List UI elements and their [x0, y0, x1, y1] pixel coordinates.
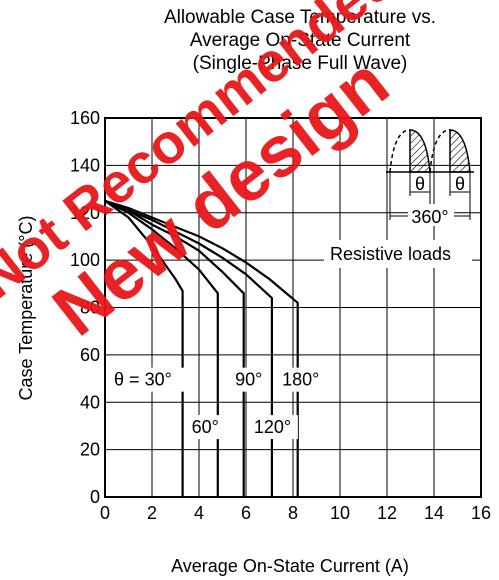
- x-tick-label: 14: [424, 503, 444, 523]
- y-tick-label: 20: [80, 440, 100, 460]
- x-tick-label: 4: [194, 503, 204, 523]
- series-label-bg: [278, 367, 327, 392]
- y-tick-label: 160: [70, 108, 100, 128]
- x-tick-label: 10: [330, 503, 350, 523]
- series-label-2: 90°: [235, 370, 262, 390]
- x-tick-label: 2: [147, 503, 157, 523]
- series-label-bg: [249, 415, 298, 440]
- y-tick-label: 120: [70, 203, 100, 223]
- series-labels: θ = 30° 60° 90° 120° 180°: [110, 367, 327, 440]
- series-label-1: 60°: [192, 417, 219, 437]
- half-wave-1-conducting: [409, 129, 431, 173]
- x-tick-label: 12: [377, 503, 397, 523]
- curves: [104, 199, 299, 497]
- y-tick-label: 40: [80, 392, 100, 412]
- y-axis-label: Case Temperature (°C): [16, 216, 36, 401]
- theta-label-1: θ: [415, 174, 425, 194]
- series-label-bg: [231, 367, 270, 392]
- x-tick-label: 16: [471, 503, 491, 523]
- x-axis-label: Average On-State Current (A): [171, 556, 409, 576]
- waveform-inset: θ θ 360°: [386, 129, 474, 227]
- y-tick-label: 60: [80, 345, 100, 365]
- series-line-2: [104, 199, 245, 497]
- y-tick-label: 100: [70, 250, 100, 270]
- load-label: Resistive loads: [330, 244, 451, 264]
- series-line-3: [104, 199, 273, 497]
- theta-label-2: θ: [455, 174, 465, 194]
- x-tick-label: 0: [100, 503, 110, 523]
- series-line-0: [104, 200, 184, 497]
- y-tick-label: 0: [90, 487, 100, 507]
- series-line-1: [104, 199, 219, 497]
- series-line-4: [104, 199, 299, 497]
- series-label-3: 120°: [254, 417, 291, 437]
- half-wave-2-conducting: [449, 129, 471, 173]
- load-label-bg: [324, 240, 472, 268]
- period-label: 360°: [411, 207, 448, 227]
- x-tick-label: 8: [288, 503, 298, 523]
- period-label-bg: [408, 204, 454, 226]
- title-line-3: (Single-Phase Full Wave): [192, 53, 408, 74]
- plot-frame: [104, 117, 482, 498]
- title-line-1: Allowable Case Temperature vs.: [163, 7, 437, 28]
- y-tick-label: 140: [70, 155, 100, 175]
- title-line-2: Average On-State Current: [189, 30, 411, 51]
- series-label-0: θ = 30°: [114, 370, 172, 390]
- series-label-bg: [110, 367, 189, 392]
- y-tick-label: 80: [80, 298, 100, 318]
- x-tick-label: 6: [241, 503, 251, 523]
- series-label-4: 180°: [282, 370, 319, 390]
- series-label-bg: [187, 415, 226, 440]
